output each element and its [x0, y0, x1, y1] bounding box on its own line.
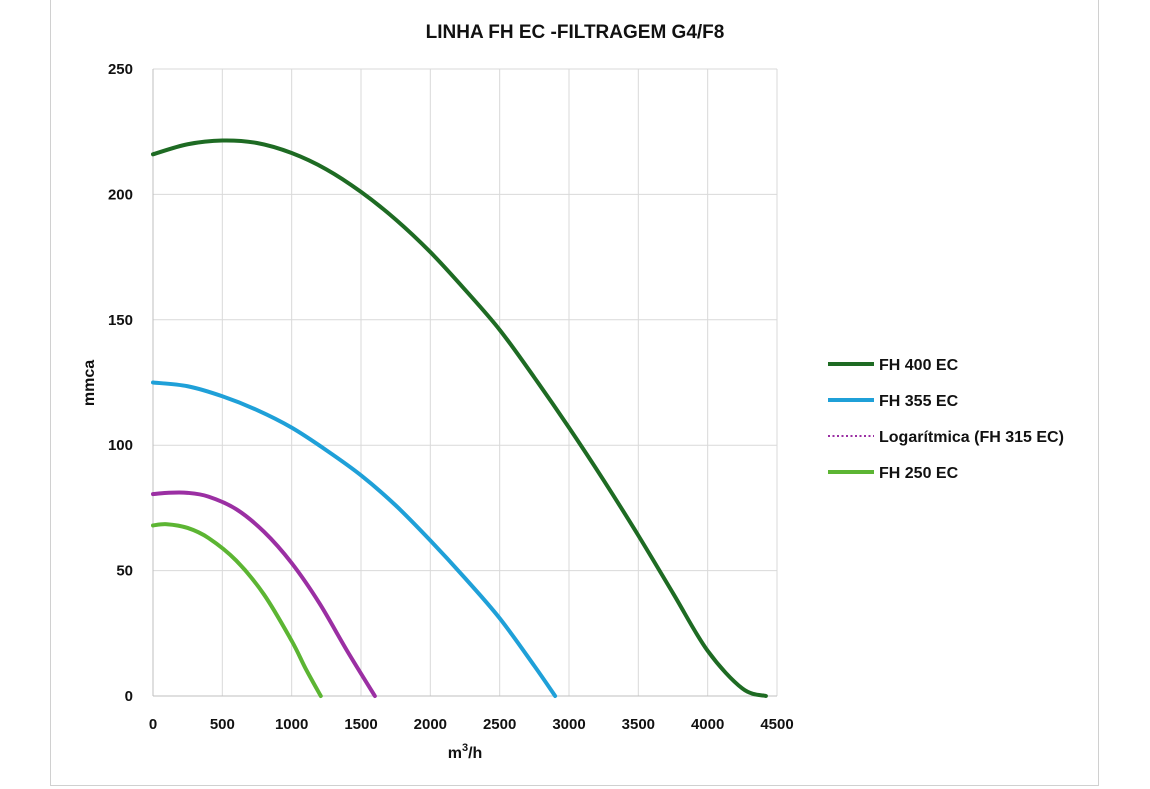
x-tick-label: 500: [210, 716, 235, 733]
x-tick-label: 3500: [622, 716, 655, 733]
x-tick-label: 0: [149, 716, 157, 733]
x-tick-label: 1500: [344, 716, 377, 733]
legend-label-fh-400-ec: FH 400 EC: [879, 357, 959, 374]
x-tick-label: 1000: [275, 716, 308, 733]
chart-frame: [50, 0, 1099, 786]
y-tick-label: 200: [108, 186, 133, 203]
legend: FH 400 EC FH 355 EC Logarítmica (FH 315 EC…: [828, 357, 1064, 482]
x-tick-label: 2500: [483, 716, 516, 733]
grid: [152, 68, 778, 697]
series-line-fh-400-ec: [151, 138, 768, 698]
x-tick-label: 4000: [691, 716, 724, 733]
series-line-fh-355-ec: [151, 380, 558, 698]
series-line-logar-tmica-fh-315-ec: [151, 490, 377, 698]
x-axis-label-sup: 3: [462, 742, 468, 754]
y-tick-label: 150: [108, 312, 133, 329]
series-layer: [151, 138, 768, 698]
legend-label-fh-250-ec: FH 250 EC: [879, 465, 959, 482]
ticks: 0 500 1000 1500 2000 2500 3000 3500 4000 4500 0 50 1…: [108, 61, 794, 733]
legend-label-fh-355-ec: FH 355 EC: [879, 393, 959, 410]
x-axis-label-tail: /h: [468, 745, 482, 762]
legend-label-logar-tmica-fh-315-ec: Logarítmica (FH 315 EC): [879, 429, 1064, 446]
x-tick-label: 2000: [414, 716, 447, 733]
y-tick-label: 50: [116, 563, 133, 580]
series-line-fh-250-ec: [151, 522, 323, 698]
x-tick-label: 3000: [552, 716, 585, 733]
x-axis-label: m3/h: [448, 742, 483, 762]
chart-title: LINHA FH EC -FILTRAGEM G4/F8: [426, 22, 725, 43]
y-tick-label: 250: [108, 61, 133, 78]
x-axis-label-base: m: [448, 745, 462, 762]
y-tick-label: 100: [108, 437, 133, 454]
y-tick-label: 0: [125, 688, 133, 705]
x-tick-label: 4500: [760, 716, 793, 733]
y-axis-label: mmca: [81, 360, 98, 406]
